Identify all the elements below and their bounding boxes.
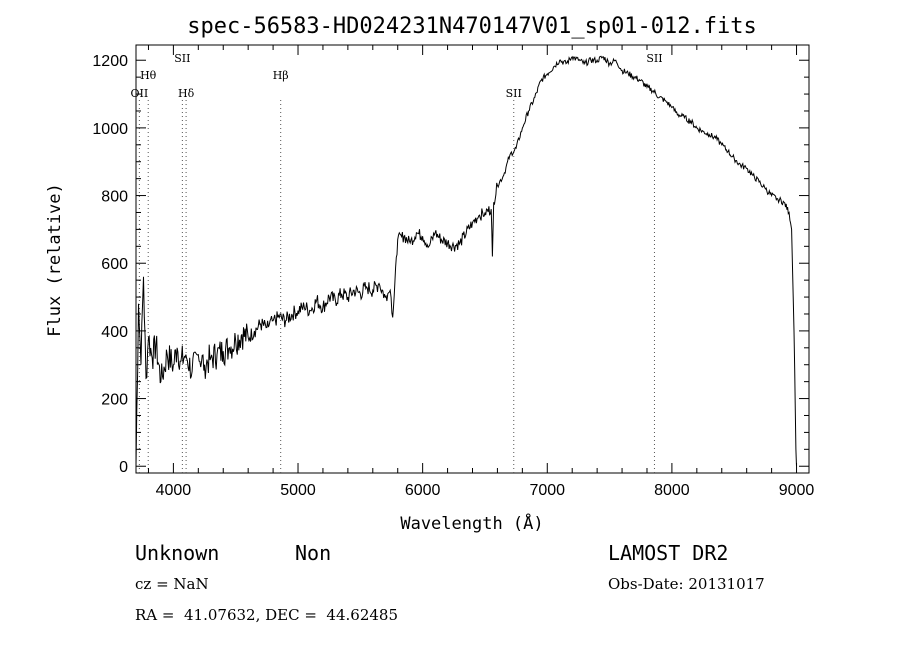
emission-line-label: OII [131,87,149,100]
emission-line-label: Hβ [273,69,289,82]
coordinates-label: RA = 41.07632, DEC = 44.62485 [135,606,398,624]
x-tick-label: 9000 [779,482,815,499]
y-axis-label: Flux (relative) [45,183,65,337]
x-tick-label: 8000 [654,482,690,499]
x-axis-label: Wavelength (Å) [400,512,543,534]
y-tick-label: 0 [119,459,128,476]
x-axis-ticks: 4000 5000 6000 7000 8000 9000 [147,45,815,499]
class-label: Unknown [135,541,219,565]
y-tick-label: 600 [101,256,128,273]
emission-line-label: Hθ [140,69,157,82]
y-axis-ticks: 0 200 400 600 800 1000 1200 [92,53,809,476]
y-tick-label: 1000 [92,121,128,138]
plot-border [135,44,810,474]
x-tick-label: 7000 [529,482,565,499]
subclass-label: Non [295,541,331,565]
x-tick-label: 4000 [156,482,192,499]
survey-label: LAMOST DR2 [608,541,728,565]
x-tick-label: 6000 [405,482,441,499]
spectrum-trace [135,55,797,467]
plot-frame [135,44,810,474]
y-tick-label: 800 [101,189,128,206]
emission-line-label: SII [506,87,522,100]
redshift-label: cz = NaN [135,575,209,593]
x-tick-label: 5000 [280,482,316,499]
emission-line-markers [138,100,655,473]
y-tick-label: 1200 [92,53,128,70]
emission-line-label: Hδ [178,87,195,100]
chart-title: spec-56583-HD024231N470147V01_sp01-012.f… [187,14,757,39]
emission-line-label: SII [646,52,662,65]
y-tick-label: 200 [101,392,128,409]
obs-date-label: Obs-Date: 20131017 [608,575,765,593]
spectrum-line [135,55,797,467]
emission-line-labels: Hθ OII SII Hδ Hβ SII SII [131,52,663,100]
y-tick-label: 400 [101,324,128,341]
emission-line-label: SII [174,52,190,65]
